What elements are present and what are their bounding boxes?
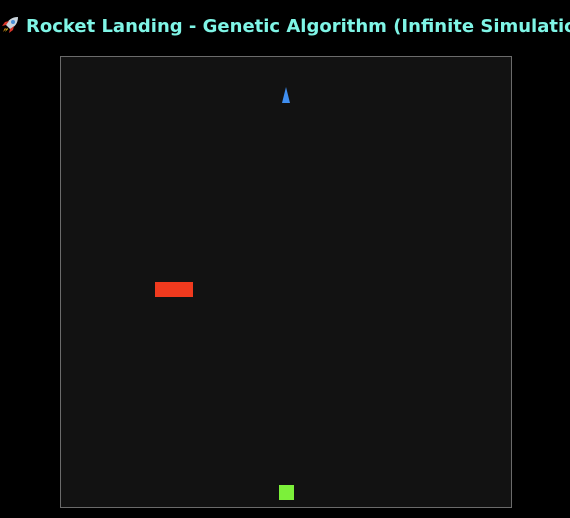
obstacle-block bbox=[155, 282, 193, 297]
landing-pad bbox=[279, 485, 294, 500]
rocket-emoji-icon bbox=[0, 15, 20, 35]
rocket-body bbox=[282, 87, 290, 103]
rocket-sprite bbox=[282, 87, 290, 103]
page-title: Rocket Landing - Genetic Algorithm (Infi… bbox=[0, 14, 570, 40]
title-text: Rocket Landing - Genetic Algorithm (Infi… bbox=[26, 16, 570, 37]
simulation-canvas[interactable] bbox=[60, 56, 512, 508]
